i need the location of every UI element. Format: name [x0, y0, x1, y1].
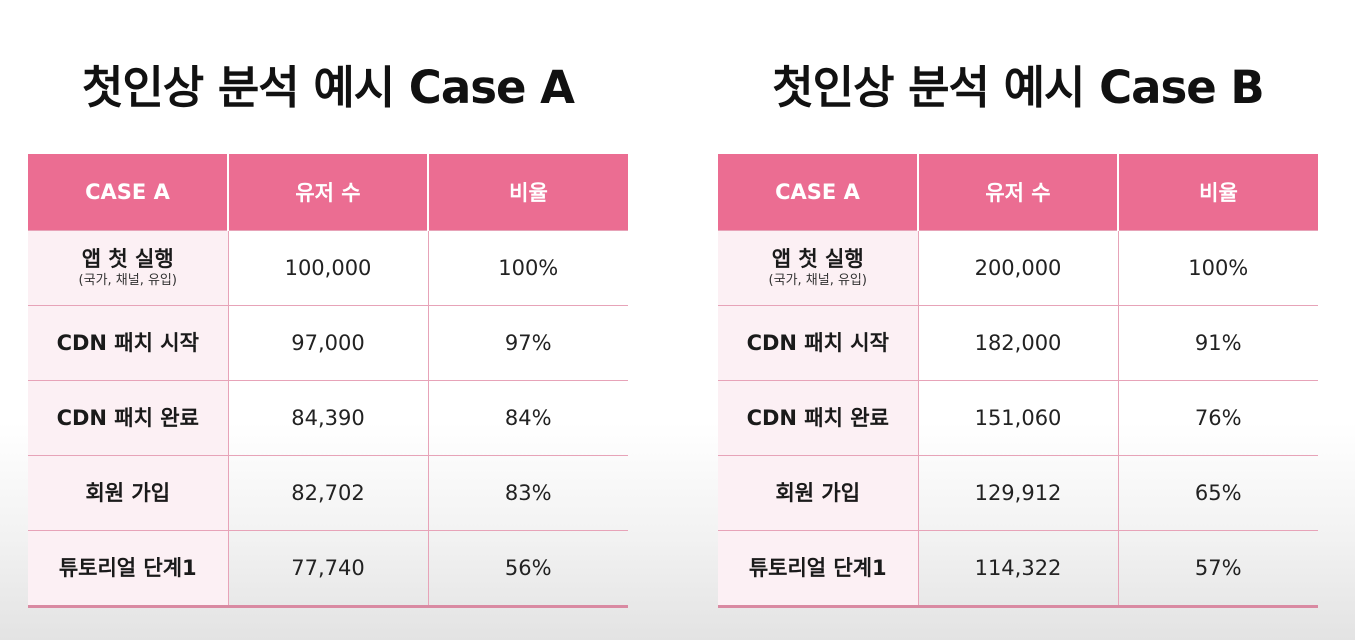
table-row: 회원 가입 129,912 65% [718, 455, 1318, 531]
table-row: 튜토리얼 단계1 77,740 56% [28, 530, 628, 608]
stage-cell: 앱 첫 실행 (국가, 채널, 유입) [28, 230, 228, 306]
users-cell: 182,000 [917, 305, 1118, 381]
table-header-row: CASE A 유저 수 비율 [28, 154, 628, 231]
ratio-cell: 65% [1117, 455, 1318, 531]
table-row: CDN 패치 시작 97,000 97% [28, 305, 628, 381]
column-header-stage: CASE A [28, 154, 228, 231]
users-cell: 151,060 [917, 380, 1118, 456]
ratio-cell: 56% [427, 530, 628, 608]
column-header-stage: CASE A [718, 154, 918, 231]
users-cell: 82,702 [227, 455, 428, 531]
column-header-ratio: 비율 [1117, 154, 1318, 231]
stage-cell: 앱 첫 실행 (국가, 채널, 유입) [718, 230, 918, 306]
users-cell: 129,912 [917, 455, 1118, 531]
stage-cell: 회원 가입 [28, 455, 228, 531]
stage-cell: CDN 패치 완료 [28, 380, 228, 456]
table-row: 앱 첫 실행 (국가, 채널, 유입) 200,000 100% [718, 230, 1318, 306]
ratio-cell: 84% [427, 380, 628, 456]
users-cell: 97,000 [227, 305, 428, 381]
table-header-row: CASE A 유저 수 비율 [718, 154, 1318, 231]
stage-cell: 튜토리얼 단계1 [718, 530, 918, 608]
stage-note: (국가, 채널, 유입) [78, 273, 177, 288]
ratio-cell: 97% [427, 305, 628, 381]
stage-cell: CDN 패치 완료 [718, 380, 918, 456]
table-row: 앱 첫 실행 (국가, 채널, 유입) 100,000 100% [28, 230, 628, 306]
stage-label: 튜토리얼 단계1 [58, 556, 197, 580]
table-row: CDN 패치 완료 151,060 76% [718, 380, 1318, 456]
ratio-cell: 100% [1117, 230, 1318, 306]
users-cell: 114,322 [917, 530, 1118, 608]
users-cell: 100,000 [227, 230, 428, 306]
case-b-table: CASE A 유저 수 비율 앱 첫 실행 (국가, 채널, 유입) 200,0… [718, 154, 1318, 608]
column-header-users: 유저 수 [227, 154, 428, 231]
case-a-table: CASE A 유저 수 비율 앱 첫 실행 (국가, 채널, 유입) 100,0… [28, 154, 628, 608]
stage-label: 앱 첫 실행 [81, 247, 174, 271]
users-cell: 77,740 [227, 530, 428, 608]
stage-label: CDN 패치 시작 [56, 331, 199, 355]
ratio-cell: 76% [1117, 380, 1318, 456]
table-row: 튜토리얼 단계1 114,322 57% [718, 530, 1318, 608]
stage-label: CDN 패치 완료 [746, 406, 889, 430]
ratio-cell: 57% [1117, 530, 1318, 608]
table-row: CDN 패치 완료 84,390 84% [28, 380, 628, 456]
stage-cell: CDN 패치 시작 [718, 305, 918, 381]
stage-label: 회원 가입 [775, 481, 861, 505]
stage-label: CDN 패치 완료 [56, 406, 199, 430]
stage-cell: 회원 가입 [718, 455, 918, 531]
case-b-title: 첫인상 분석 예시 Case B [772, 61, 1264, 115]
column-header-ratio: 비율 [427, 154, 628, 231]
case-a-title: 첫인상 분석 예시 Case A [82, 61, 575, 115]
stage-label: CDN 패치 시작 [746, 331, 889, 355]
ratio-cell: 83% [427, 455, 628, 531]
column-header-users: 유저 수 [917, 154, 1118, 231]
stage-label: 회원 가입 [85, 481, 171, 505]
stage-label: 튜토리얼 단계1 [748, 556, 887, 580]
stage-note: (국가, 채널, 유입) [768, 273, 867, 288]
users-cell: 200,000 [917, 230, 1118, 306]
stage-cell: CDN 패치 시작 [28, 305, 228, 381]
stage-cell: 튜토리얼 단계1 [28, 530, 228, 608]
users-cell: 84,390 [227, 380, 428, 456]
stage-label: 앱 첫 실행 [771, 247, 864, 271]
ratio-cell: 100% [427, 230, 628, 306]
table-row: CDN 패치 시작 182,000 91% [718, 305, 1318, 381]
ratio-cell: 91% [1117, 305, 1318, 381]
table-row: 회원 가입 82,702 83% [28, 455, 628, 531]
